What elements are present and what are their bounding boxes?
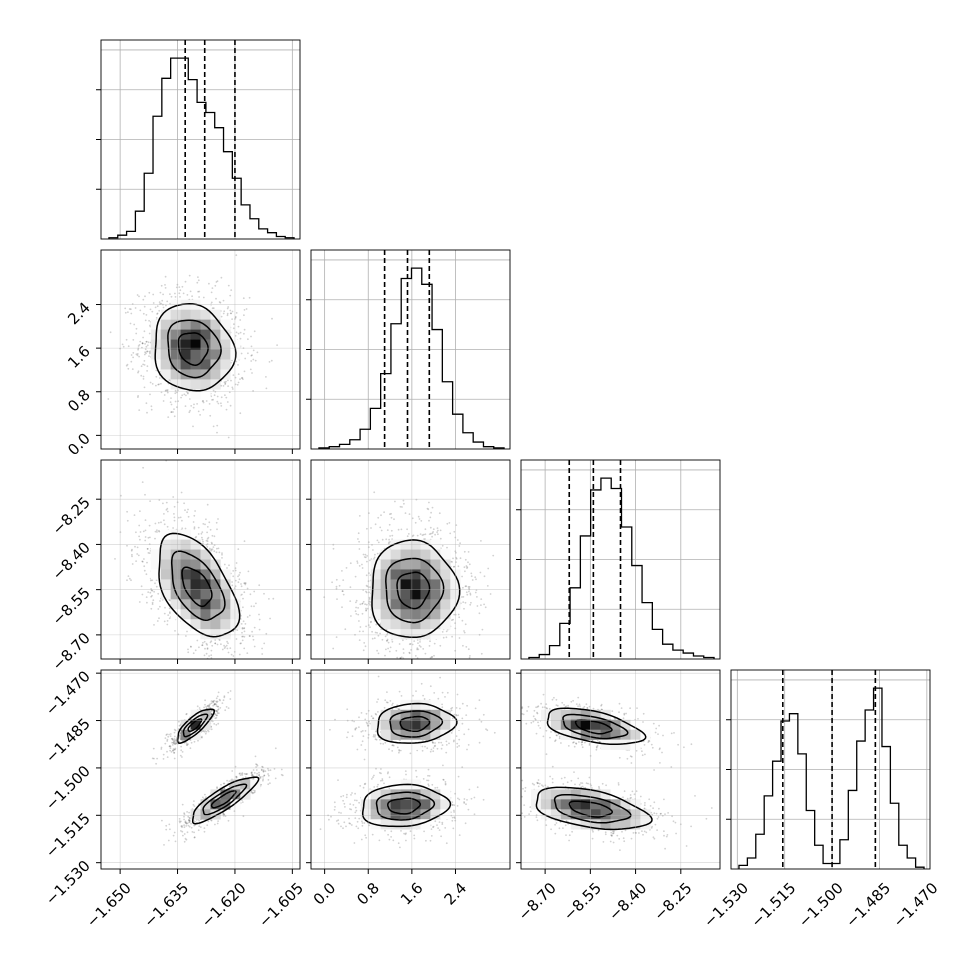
histogram-panel-3 [516,459,721,660]
scatter-panel-1-2 [96,249,301,454]
panel-frame [520,669,721,870]
y-tick-label: −8.70 [49,629,94,674]
y-tick-label: −8.55 [49,584,94,629]
panel-frame [520,459,721,660]
panel-frame [100,459,301,660]
histogram-panel-1 [96,39,301,240]
panel-frame [310,459,511,660]
y-tick-label: −8.40 [49,539,94,584]
y-tick-label: 2.4 [64,299,94,329]
x-tick-label: −8.25 [650,879,695,924]
x-tick-label: 1.6 [397,879,427,909]
scatter-panel-1-4 [96,669,301,874]
x-tick-label: −1.650 [83,879,135,931]
x-tick-label: −1.530 [700,879,752,931]
density-shading [150,529,241,640]
histogram-steps [528,477,715,659]
x-tick-label: −1.515 [747,879,799,931]
y-tick-label: 1.6 [64,342,94,372]
panel-frame [730,669,931,870]
y-tick-label: −1.530 [42,857,94,909]
scatter-panel-3-4 [516,669,721,874]
x-tick-label: −1.485 [842,879,894,931]
y-tick-label: −8.25 [49,493,94,538]
x-tick-labels: −1.650 −1.635 −1.620 −1.605 0.0 0.8 1.6 2.4 −8.7… [83,879,942,931]
contour-lines [154,303,237,392]
x-tick-label: −1.605 [255,879,307,931]
contour-lines [176,708,260,825]
x-tick-label: −8.55 [560,879,605,924]
scatter-panel-2-3 [306,459,511,664]
panel-frame [100,249,301,450]
histogram-panel-2 [306,249,511,450]
contour-lines [535,707,653,831]
panel-frame [310,669,511,870]
x-tick-label: −8.70 [515,879,560,924]
y-tick-label: 0.0 [64,429,94,459]
y-tick-label: −1.470 [42,667,94,719]
histogram-steps [108,57,295,239]
histogram-panel-4 [726,669,931,870]
x-tick-label: −1.470 [890,879,942,931]
contour-lines [158,532,241,638]
x-tick-label: −1.500 [795,879,847,931]
y-tick-label: −1.515 [42,809,94,861]
panel-frame [100,39,301,240]
y-tick-labels: 0.00.81.62.4−8.70−8.55−8.40−8.25−1.530−1… [42,299,94,909]
scatter-panel-2-4 [306,669,511,874]
y-tick-label: 0.8 [64,386,94,416]
histogram-steps [318,267,505,449]
x-tick-label: −1.620 [198,879,250,931]
x-tick-label: 0.0 [310,879,340,909]
y-tick-label: −1.485 [42,715,94,767]
y-tick-label: −1.500 [42,762,94,814]
scatter-panel-1-3 [96,459,301,664]
x-tick-label: 2.4 [441,879,471,909]
panel-frame [310,249,511,450]
x-tick-label: −1.635 [140,879,192,931]
x-tick-label: −8.40 [605,879,650,924]
x-tick-label: 0.8 [353,879,383,909]
panel-frame [100,669,301,870]
